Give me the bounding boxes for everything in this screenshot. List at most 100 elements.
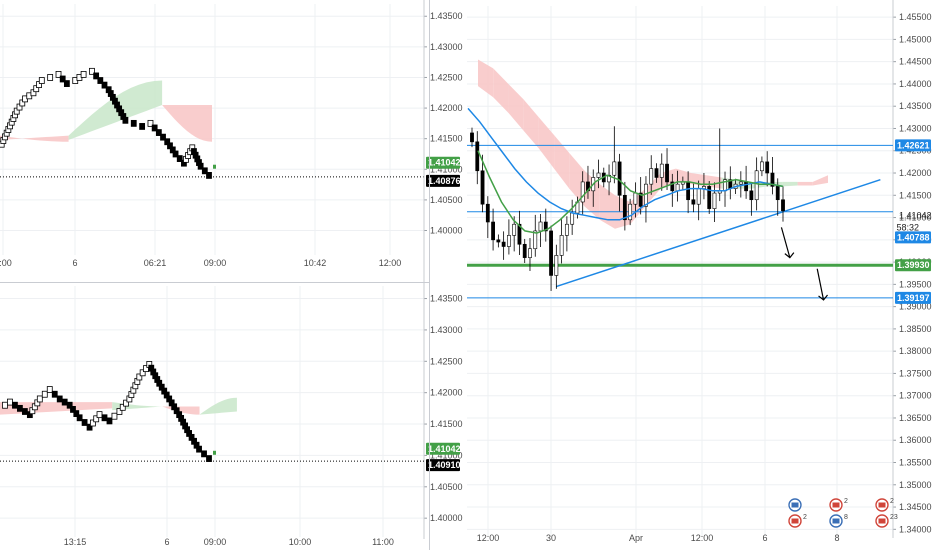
renko-brick: [111, 412, 118, 420]
renko-brick: [73, 410, 80, 417]
y-tick-label: 1.36000: [899, 435, 932, 445]
y-tick-label: 1.41500: [899, 190, 932, 200]
candle: [691, 199, 696, 205]
cad-flag-event-icon[interactable]: [788, 514, 802, 528]
price-tag: [895, 139, 931, 152]
price-tag-label: 1.41042: [428, 444, 461, 454]
y-tick-label: 1.37000: [899, 391, 932, 401]
price-tag: [426, 174, 460, 187]
x-tick-label: 06:21: [144, 258, 167, 268]
y-tick-label: 1.45000: [899, 34, 932, 44]
panel-right[interactable]: 1.34000 1.34500 1.35000 1.35500 1.36000 1.365…: [467, 0, 932, 543]
last-price-marker: [213, 164, 216, 169]
last-price-marker: [213, 450, 216, 455]
renko-brick: [89, 67, 95, 75]
price-tag: [895, 231, 931, 244]
y-tick-label: 1.43000: [899, 123, 932, 133]
usd-flag-event-icon[interactable]: [788, 498, 802, 512]
candle: [533, 230, 538, 250]
y-tick-label: 1.43000: [430, 42, 463, 52]
price-tag: [426, 459, 460, 472]
y-tick-label: 1.34500: [899, 502, 932, 512]
x-tick-label: 09:00: [204, 537, 227, 547]
price-tag-label: 1.41042: [428, 158, 461, 168]
price-tag: [426, 156, 460, 169]
ichimoku-cloud: [706, 175, 722, 189]
y-tick-label: 1.35000: [899, 480, 932, 490]
down-arrow-shaft: [780, 227, 791, 258]
candle: [496, 239, 501, 243]
candle: [744, 181, 749, 192]
renko-brick: [139, 369, 146, 377]
cad-flag-event-icon[interactable]: [875, 514, 889, 528]
price-label: 1.41042: [899, 211, 932, 221]
price-tag-label: 1.42621: [897, 140, 930, 150]
y-tick-label: 1.39500: [899, 279, 932, 289]
ichimoku-cloud: [569, 152, 585, 207]
panel-top-left[interactable]: 1.40000 1.40500 1.41000 1.41500 1.42000 1.425…: [0, 0, 463, 268]
y-tick-label: 1.40000: [430, 226, 463, 236]
renko-brick: [61, 398, 68, 406]
candle: [738, 181, 743, 185]
event-count: 2: [844, 498, 848, 505]
candle: [644, 183, 648, 207]
y-tick-label: 1.40500: [430, 482, 463, 492]
renko-brick: [59, 75, 66, 83]
ichimoku-cloud: [493, 68, 509, 113]
candle: [543, 221, 548, 232]
price-tag: [426, 442, 460, 455]
price-tag-label: 1.39930: [897, 260, 930, 270]
renko-brick: [89, 419, 96, 427]
event-count: 23: [890, 514, 898, 521]
y-tick-label: 1.37500: [899, 368, 932, 378]
ichimoku-cloud: [675, 168, 692, 185]
renko-brick: [116, 408, 123, 415]
candle: [570, 212, 575, 225]
flag-shape: [791, 502, 799, 508]
y-tick-label: 1.40500: [430, 195, 463, 205]
candle: [596, 172, 601, 178]
renko-brick: [201, 450, 207, 458]
renko-brick: [196, 445, 202, 453]
candle: [559, 235, 564, 256]
candle: [649, 168, 654, 185]
cad-flag-event-icon[interactable]: [829, 498, 843, 512]
candle: [654, 168, 659, 178]
renko-brick: [130, 119, 137, 127]
renko-brick: [101, 81, 108, 89]
panel-bottom-left[interactable]: 1.40000 1.40500 1.41000 1.41500 1.42000 1.425…: [0, 0, 463, 547]
rising-trendline[interactable]: [555, 178, 881, 288]
price-tag: [895, 291, 931, 304]
renko-brick: [56, 395, 63, 403]
y-tick-label: 1.45500: [899, 12, 932, 22]
usd-flag-event-icon[interactable]: [829, 514, 843, 528]
candle: [517, 223, 522, 245]
x-tick-label: 8: [834, 533, 839, 543]
x-tick-label: 10:00: [289, 537, 312, 547]
x-tick-label: 1:00: [0, 258, 12, 268]
y-tick-label: 1.38000: [899, 346, 932, 356]
renko-brick: [38, 77, 45, 84]
y-tick-label: 1.44000: [899, 79, 932, 89]
y-tick-label: 1.40000: [430, 513, 463, 523]
x-tick-label: 12:00: [477, 533, 500, 543]
renko-brick: [123, 399, 129, 407]
ichimoku-cloud: [508, 83, 524, 131]
cad-flag-event-icon[interactable]: [875, 498, 889, 512]
price-tag: [895, 259, 931, 272]
renko-brick: [51, 390, 58, 398]
candle: [754, 170, 759, 201]
down-arrow-head: [818, 294, 829, 301]
candle: [781, 199, 785, 212]
renko-brick: [86, 423, 93, 431]
candle: [617, 161, 622, 196]
candle: [749, 190, 754, 201]
price-tag-label: 1.39197: [897, 293, 930, 303]
y-tick-label: 1.35500: [899, 458, 932, 468]
renko-brick: [122, 116, 129, 124]
renko-brick: [155, 129, 162, 136]
renko-brick: [17, 404, 23, 412]
renko-brick: [96, 411, 103, 419]
event-count: 8: [844, 514, 848, 521]
